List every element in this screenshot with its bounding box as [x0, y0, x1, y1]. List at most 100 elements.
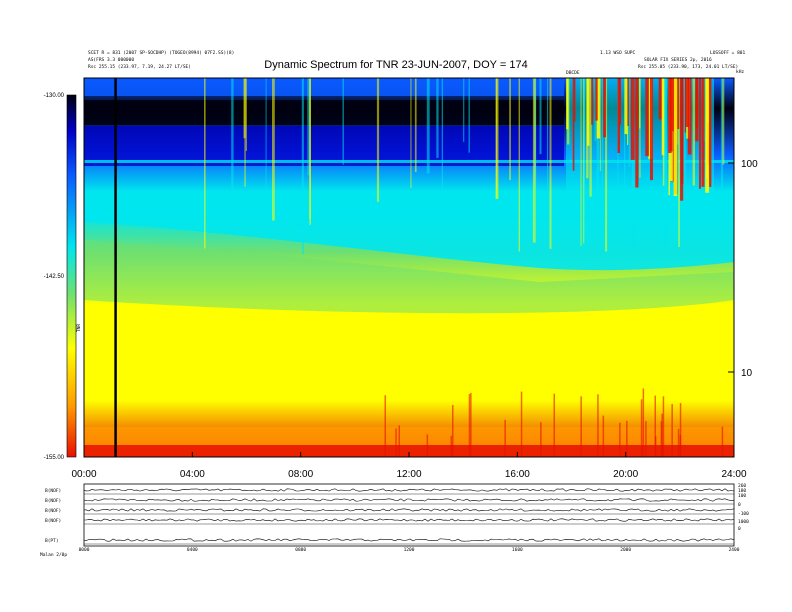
- streak: [414, 78, 417, 172]
- panel-trace: [83, 498, 735, 502]
- burst-streak: [677, 78, 680, 129]
- streak: [599, 78, 601, 172]
- x-tick-label: 08:00: [288, 469, 313, 480]
- y-tick-label: 100: [741, 159, 758, 170]
- panel-right-tick: 260: [738, 483, 746, 489]
- streak: [547, 78, 549, 190]
- header-far-right: LOSSOFF = 801: [710, 51, 746, 56]
- burst-streak: [669, 78, 673, 152]
- panel-right-tick: 1000: [738, 519, 749, 525]
- streak: [665, 78, 667, 206]
- streak: [589, 78, 592, 197]
- streak: [496, 78, 499, 199]
- y-tick-label: 10: [741, 368, 753, 379]
- panel-x-tick: 1200: [404, 547, 415, 553]
- streak: [601, 78, 604, 189]
- panel-label: B(NOF): [45, 508, 61, 514]
- colorbar-tick-label: -142.50: [44, 274, 65, 280]
- x-tick-label: 24:00: [721, 469, 746, 480]
- streak: [628, 78, 631, 167]
- panel-x-tick: 0800: [295, 547, 306, 553]
- panel-x-tick: 0000: [79, 547, 90, 553]
- band-cyan-line: [84, 160, 734, 163]
- streak: [245, 78, 247, 151]
- streak: [596, 78, 599, 204]
- colorbar-tick-label: -130.00: [44, 93, 65, 99]
- streak: [307, 78, 311, 176]
- burst-streak: [603, 78, 606, 138]
- panel-trace: [84, 518, 735, 522]
- burst-streak: [695, 78, 698, 128]
- header-left-line-1: SCET R = 831 (2007 SP-SOCDHP) (TOGEO(899…: [88, 51, 235, 56]
- streak: [272, 78, 275, 221]
- band-dark: [84, 100, 564, 125]
- burst-streak: [617, 78, 620, 153]
- burst-streak: [591, 78, 593, 125]
- low-streak: [661, 413, 663, 457]
- burst-streak: [699, 78, 701, 189]
- panel-x-tick: 2000: [620, 547, 631, 553]
- streak: [617, 78, 619, 244]
- burst-streak: [566, 78, 569, 130]
- low-streak: [654, 395, 656, 457]
- low-streak: [640, 399, 643, 457]
- burst-streak: [574, 78, 576, 122]
- low-streak: [677, 428, 680, 457]
- streak: [243, 78, 246, 139]
- low-streak: [721, 426, 724, 457]
- burst-streak: [587, 78, 590, 146]
- streak: [231, 78, 234, 231]
- streak: [692, 78, 695, 186]
- x-tick-label: 00:00: [71, 469, 96, 480]
- panel-right-tick: 180: [738, 488, 746, 494]
- low-streak: [452, 405, 454, 457]
- burst-streak: [658, 78, 663, 120]
- low-streak: [619, 422, 621, 457]
- bottom-panels: B(NOF)B(NOF)B(NOF)B(NOF)B(PT)2601801000-…: [45, 483, 749, 553]
- low-streak: [662, 396, 665, 457]
- burst-streak: [624, 78, 628, 135]
- burst-streak: [630, 78, 635, 160]
- header-left-line-3: Rsc 255.15 (233.97, 7.19, 24.27 LT/SE): [88, 65, 191, 70]
- streak: [720, 78, 724, 189]
- panel-right-tick: 100: [738, 493, 746, 499]
- x-tick-label: 20:00: [613, 469, 638, 480]
- low-streak: [468, 394, 471, 457]
- streak: [684, 78, 687, 221]
- colorbar: [66, 94, 77, 458]
- burst-streak: [705, 78, 710, 193]
- burst-streak: [687, 78, 692, 155]
- band-green-region: [84, 240, 734, 314]
- burst-streak: [572, 78, 575, 171]
- panel-right-tick: 0: [738, 502, 741, 508]
- low-streak: [426, 434, 429, 457]
- streak: [342, 78, 344, 165]
- panel-x-tick: 1600: [512, 547, 523, 553]
- panel-x-tick: 2400: [729, 547, 740, 553]
- x-tick-label: 04:00: [180, 469, 205, 480]
- x-tick-label: 16:00: [505, 469, 530, 480]
- streak: [580, 78, 582, 246]
- panel-label: B(NOF): [45, 518, 61, 524]
- low-streak: [398, 425, 400, 457]
- burst-streak: [645, 78, 649, 157]
- panel-x-tick: 0400: [187, 547, 198, 553]
- low-streak: [679, 403, 682, 457]
- streak: [663, 78, 667, 242]
- header-left-line-2: AS(FRS 3.3 000000: [88, 58, 135, 63]
- x-axis-ticks: 00:00 04:00 08:00 12:00 16:00 20:00 24:00: [71, 452, 747, 480]
- low-streak: [602, 415, 605, 457]
- low-streak: [395, 428, 397, 457]
- streak: [309, 78, 311, 219]
- header-right-line-2: SOLAR FIX SERIES 2p, 2016: [644, 58, 712, 63]
- streak: [436, 78, 439, 158]
- colorbar-label: TNR: [76, 324, 82, 332]
- streak: [410, 78, 412, 188]
- low-streak: [626, 420, 628, 457]
- burst-streak: [701, 78, 705, 187]
- streak: [605, 78, 608, 252]
- panel-label: B(PT): [45, 538, 59, 544]
- streak: [509, 78, 511, 181]
- streak: [468, 78, 470, 153]
